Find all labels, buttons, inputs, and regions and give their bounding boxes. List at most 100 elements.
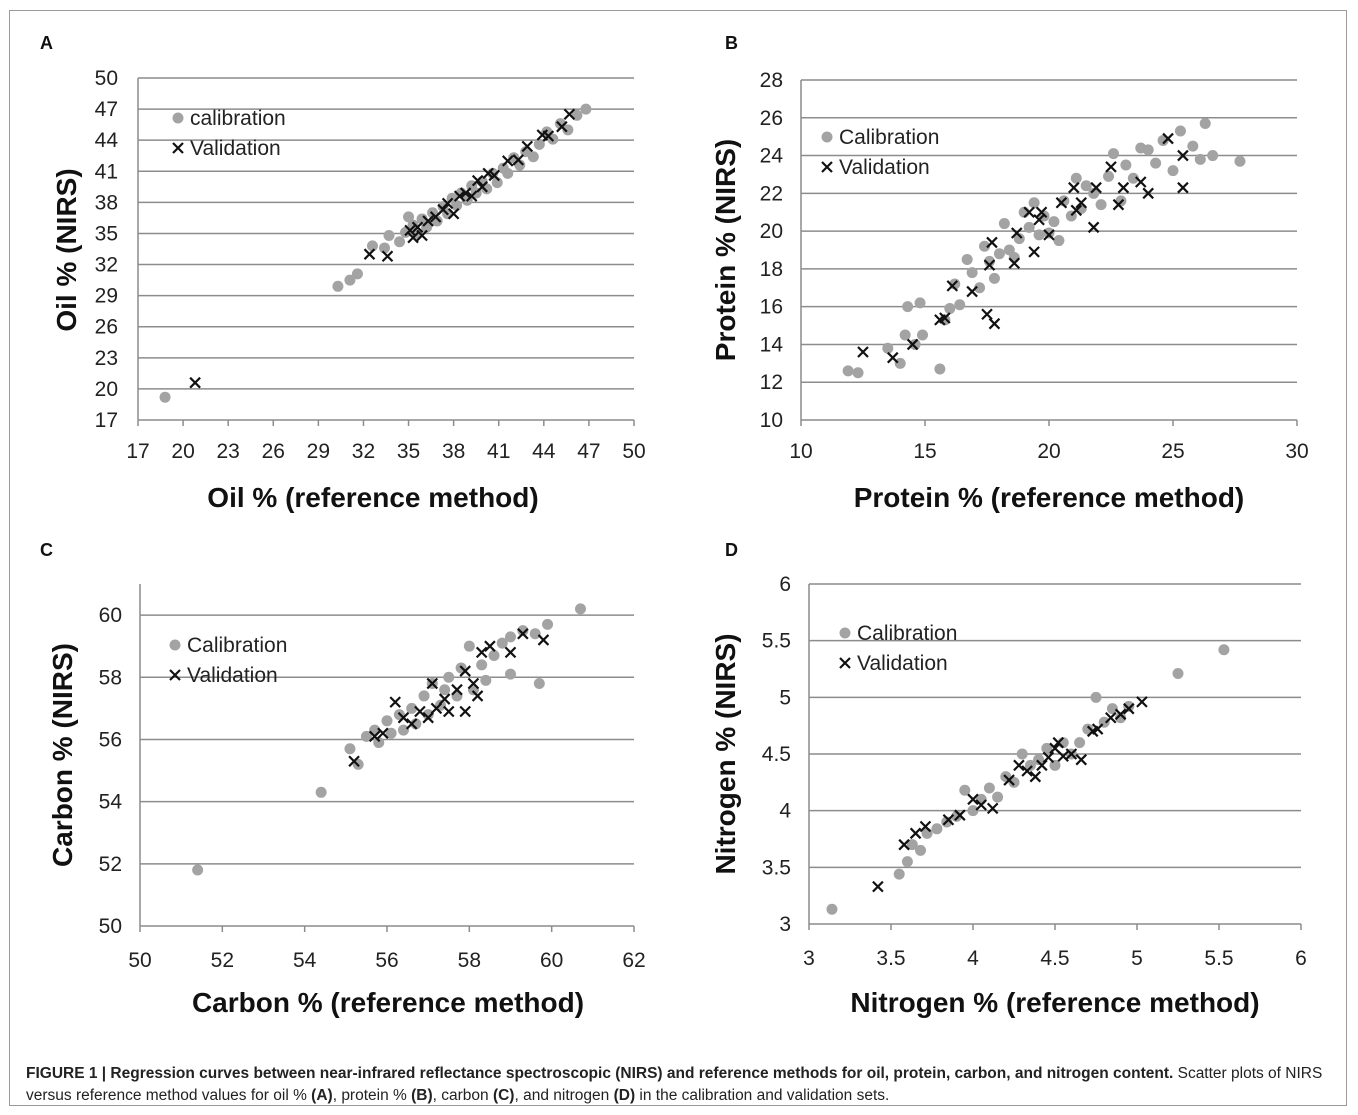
validation-point (942, 813, 955, 826)
y-axis-title-d: Nitrogen % (NIRS) (710, 633, 741, 874)
validation-point (1010, 227, 1023, 239)
x-tick-label-a-8: 41 (487, 440, 510, 463)
calibration-point (1080, 180, 1092, 192)
calibration-point (979, 240, 991, 252)
validation-point (1177, 181, 1189, 194)
calibration-point (192, 864, 204, 876)
calibration-point (1023, 221, 1035, 233)
validation-point (1162, 132, 1174, 145)
calibration-point (983, 255, 995, 267)
caption-ref-a: (A) (311, 1087, 333, 1104)
y-tick-label-d-3: 4.5 (762, 743, 791, 766)
validation-point (1112, 198, 1125, 211)
calibration-point (574, 603, 586, 615)
validation-point (1028, 246, 1040, 258)
calibration-point (443, 671, 455, 683)
validation-point (1117, 181, 1130, 194)
validation-point (422, 215, 434, 227)
calibration-point (1194, 153, 1206, 165)
calibration-point (944, 303, 956, 315)
validation-point (407, 231, 419, 244)
calibration-point (915, 844, 927, 856)
x-tick-label-d-5: 5.5 (1204, 947, 1233, 970)
validation-point (368, 730, 381, 743)
calibration-point (1043, 227, 1055, 239)
calibration-point (1115, 712, 1127, 724)
y-tick-label-b-3: 16 (760, 296, 783, 319)
x-tick-label-a-5: 32 (352, 440, 375, 463)
y-tick-label-b-9: 28 (760, 69, 783, 92)
caption-ref-c: (C) (492, 1087, 515, 1104)
figure-caption: FIGURE 1 | Regression curves between nea… (26, 1063, 1336, 1107)
calibration-point (360, 730, 372, 742)
calibration-point (1074, 737, 1086, 749)
x-tick-label-b-2: 20 (1037, 440, 1060, 463)
x-tick-label-c-0: 50 (128, 949, 151, 972)
validation-point (389, 696, 402, 708)
x-tick-label-a-3: 26 (262, 440, 285, 463)
y-tick-label-d-4: 5 (779, 686, 791, 709)
calibration-point (1106, 703, 1118, 715)
validation-point (975, 799, 987, 811)
validation-point (1068, 181, 1080, 194)
validation-point (363, 248, 376, 260)
validation-point (430, 702, 443, 715)
calibration-point (533, 677, 545, 689)
calibration-point (899, 329, 911, 341)
calibration-point (1008, 252, 1020, 264)
validation-point (1075, 753, 1088, 766)
y-tick-label-a-0: 17 (95, 409, 118, 432)
y-tick-label-b-6: 22 (760, 182, 783, 205)
validation-point (537, 634, 550, 646)
validation-point (983, 259, 996, 271)
validation-point (451, 683, 463, 696)
chart-panel-a: A 17 20 23 26 29 32 35 38 41 44 47 50 17 20 23 26 29 32 35 3… (0, 18, 679, 528)
x-axis-title-a: Oil % (reference method) (207, 482, 538, 513)
calibration-point (394, 236, 406, 248)
calibration-point (959, 784, 971, 796)
calibration-point (385, 727, 397, 739)
validation-point (1008, 257, 1021, 269)
validation-point (416, 229, 428, 242)
validation-point (1090, 181, 1102, 194)
y-axis-title-c: Carbon % (NIRS) (47, 643, 78, 867)
validation-point (946, 280, 959, 292)
x-tick-label-c-6: 62 (622, 949, 645, 972)
x-tick-label-b-1: 15 (913, 440, 936, 463)
calibration-point (496, 637, 508, 649)
calibration-point (439, 684, 451, 696)
calibration-point (906, 839, 918, 851)
caption-ref-b: (B) (411, 1087, 433, 1104)
legend-marker-validation-d (839, 657, 851, 669)
calibration-point (580, 103, 592, 115)
validation-point (471, 690, 484, 702)
y-tick-label-a-10: 47 (95, 98, 118, 121)
calibration-point (1008, 776, 1020, 788)
calibration-point (992, 791, 1004, 803)
scatter-chart-a: A 17 20 23 26 29 32 35 38 41 44 47 50 17 20 23 26 29 32 35 3… (40, 33, 646, 513)
validation-point (1035, 206, 1048, 218)
x-tick-label-a-6: 35 (397, 440, 420, 463)
validation-point (1136, 696, 1148, 708)
calibration-point (488, 650, 500, 662)
y-tick-label-a-11: 50 (95, 67, 118, 90)
validation-point (1043, 229, 1055, 241)
series-b-validation (857, 132, 1189, 364)
validation-point (1114, 708, 1127, 721)
calibration-point (967, 805, 979, 817)
calibration-point (491, 177, 503, 189)
calibration-point (476, 659, 488, 671)
series-d-calibration (826, 644, 1230, 915)
calibration-point (842, 365, 854, 377)
validation-point (447, 207, 460, 220)
validation-point (909, 827, 922, 840)
validation-point (377, 727, 389, 740)
calibration-point (988, 272, 1000, 284)
validation-point (542, 130, 555, 142)
validation-point (906, 338, 919, 351)
calibration-point (1088, 187, 1100, 199)
calibration-point (1033, 754, 1045, 766)
panel-letter-d: D (725, 540, 738, 560)
panel-letter-b: B (725, 33, 738, 53)
validation-point (414, 705, 426, 718)
